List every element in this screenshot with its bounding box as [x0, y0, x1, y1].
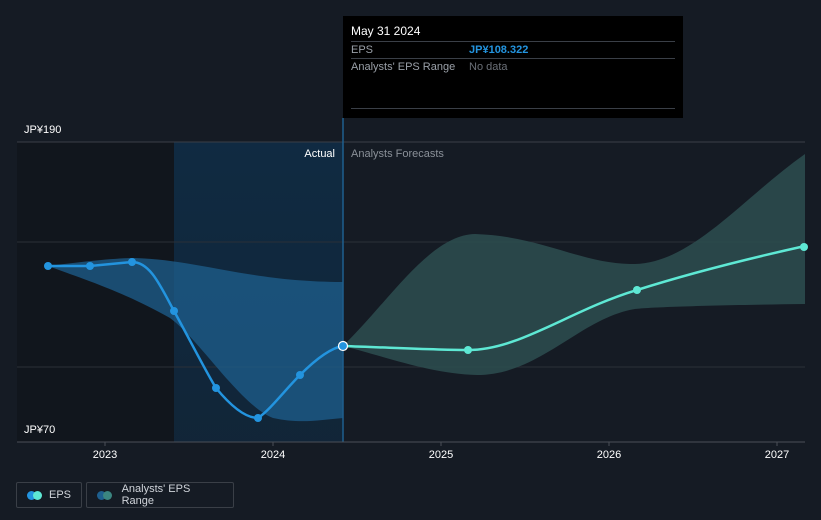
- x-tick-2026: 2026: [596, 449, 622, 461]
- tooltip-row-eps: EPS JP¥108.322: [351, 41, 675, 59]
- x-tick-2023: 2023: [92, 449, 118, 461]
- y-axis-label-top: JP¥190: [24, 124, 62, 136]
- x-tick-2025: 2025: [428, 449, 454, 461]
- x-axis-ticks: [104, 442, 778, 446]
- tooltip-date: May 31 2024: [351, 24, 421, 38]
- highlighted-point[interactable]: [337, 340, 349, 352]
- range-legend-icon: [97, 490, 113, 500]
- tooltip-row-range: Analysts' EPS Range No data: [351, 58, 675, 76]
- legend-eps-button[interactable]: EPS: [16, 482, 82, 508]
- eps-actual-points[interactable]: [44, 258, 304, 422]
- forecast-eps-range-band: [343, 154, 805, 375]
- tooltip: May 31 2024 EPS JP¥108.322 Analysts' EPS…: [343, 16, 683, 118]
- tooltip-divider: [351, 108, 675, 109]
- legend-range-label: Analysts' EPS Range: [121, 483, 191, 507]
- tooltip-eps-label: EPS: [351, 44, 374, 56]
- y-axis-label-bottom: JP¥70: [24, 424, 56, 436]
- legend-eps-label: EPS: [48, 489, 71, 501]
- forecast-region-label: Analysts Forecasts: [351, 148, 444, 160]
- eps-forecast-points[interactable]: [464, 243, 808, 354]
- actual-region-label: Actual: [304, 148, 335, 160]
- x-tick-2027: 2027: [764, 449, 790, 461]
- x-tick-2024: 2024: [260, 449, 286, 461]
- tooltip-range-value: No data: [469, 61, 508, 73]
- tooltip-range-label: Analysts' EPS Range: [351, 61, 456, 73]
- eps-forecast-line: [342, 244, 806, 352]
- tooltip-eps-value: JP¥108.322: [469, 44, 529, 56]
- legend-range-button[interactable]: Analysts' EPS Range: [86, 482, 234, 508]
- actual-eps-range-band: [48, 258, 343, 422]
- eps-legend-icon: [27, 490, 42, 500]
